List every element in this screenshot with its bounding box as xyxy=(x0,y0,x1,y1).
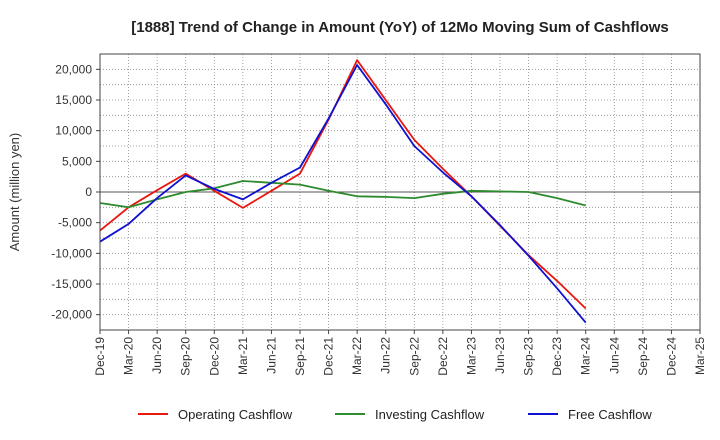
y-tick-label: 10,000 xyxy=(55,124,92,138)
x-tick-label: Jun-23 xyxy=(493,337,507,374)
x-tick-label: Jun-24 xyxy=(607,337,621,374)
series-line-free-cashflow xyxy=(99,64,587,324)
y-tick-label: -15,000 xyxy=(51,277,92,291)
y-tick-label: -20,000 xyxy=(51,308,92,322)
x-tick-label: Dec-19 xyxy=(93,337,107,376)
y-tick-label: 0 xyxy=(85,185,92,199)
x-tick-label: Mar-21 xyxy=(236,337,250,375)
x-tick-labels: Dec-19 Mar-20 Jun-20 Sep-20 Dec-20 Mar-21 Jun-… xyxy=(93,330,707,376)
legend-label: Operating Cashflow xyxy=(178,407,293,422)
x-tick-label: Mar-23 xyxy=(464,337,478,375)
x-tick-label: Mar-25 xyxy=(693,337,707,375)
y-tick-labels: 20,000 15,000 10,000 5,000 0 -5,000 -10,000 -15… xyxy=(51,62,100,322)
legend-label: Free Cashflow xyxy=(568,407,652,422)
x-tick-label: Sep-21 xyxy=(293,337,307,376)
legend-label: Investing Cashflow xyxy=(375,407,485,422)
x-tick-label: Jun-21 xyxy=(264,337,278,374)
x-tick-label: Sep-20 xyxy=(179,337,193,376)
x-tick-label: Mar-22 xyxy=(350,337,364,375)
series-line-investing-cashflow xyxy=(99,180,586,209)
x-tick-label: Mar-24 xyxy=(579,337,593,375)
x-tick-label: Sep-22 xyxy=(407,337,421,376)
x-tick-label: Dec-23 xyxy=(550,337,564,376)
series-line-operating-cashflow xyxy=(99,59,587,310)
x-tick-label: Dec-20 xyxy=(207,337,221,376)
x-tick-label: Dec-24 xyxy=(664,337,678,376)
x-tick-label: Mar-20 xyxy=(122,337,136,375)
legend: Operating Cashflow Investing Cashflow Free… xyxy=(138,407,652,422)
y-tick-label: 15,000 xyxy=(55,93,92,107)
series-group xyxy=(99,59,587,324)
y-tick-label: -5,000 xyxy=(58,216,92,230)
y-tick-label: 5,000 xyxy=(62,154,92,168)
y-tick-label: 20,000 xyxy=(55,62,92,76)
y-tick-label: -10,000 xyxy=(51,246,92,260)
x-tick-label: Sep-24 xyxy=(636,337,650,376)
x-tick-label: Sep-23 xyxy=(522,337,536,376)
x-tick-label: Dec-21 xyxy=(322,337,336,376)
x-tick-label: Jun-22 xyxy=(379,337,393,374)
x-tick-label: Jun-20 xyxy=(150,337,164,374)
chart-title: [1888] Trend of Change in Amount (YoY) o… xyxy=(131,19,669,36)
y-axis-label: Amount (million yen) xyxy=(7,133,22,252)
x-tick-label: Dec-22 xyxy=(436,337,450,376)
